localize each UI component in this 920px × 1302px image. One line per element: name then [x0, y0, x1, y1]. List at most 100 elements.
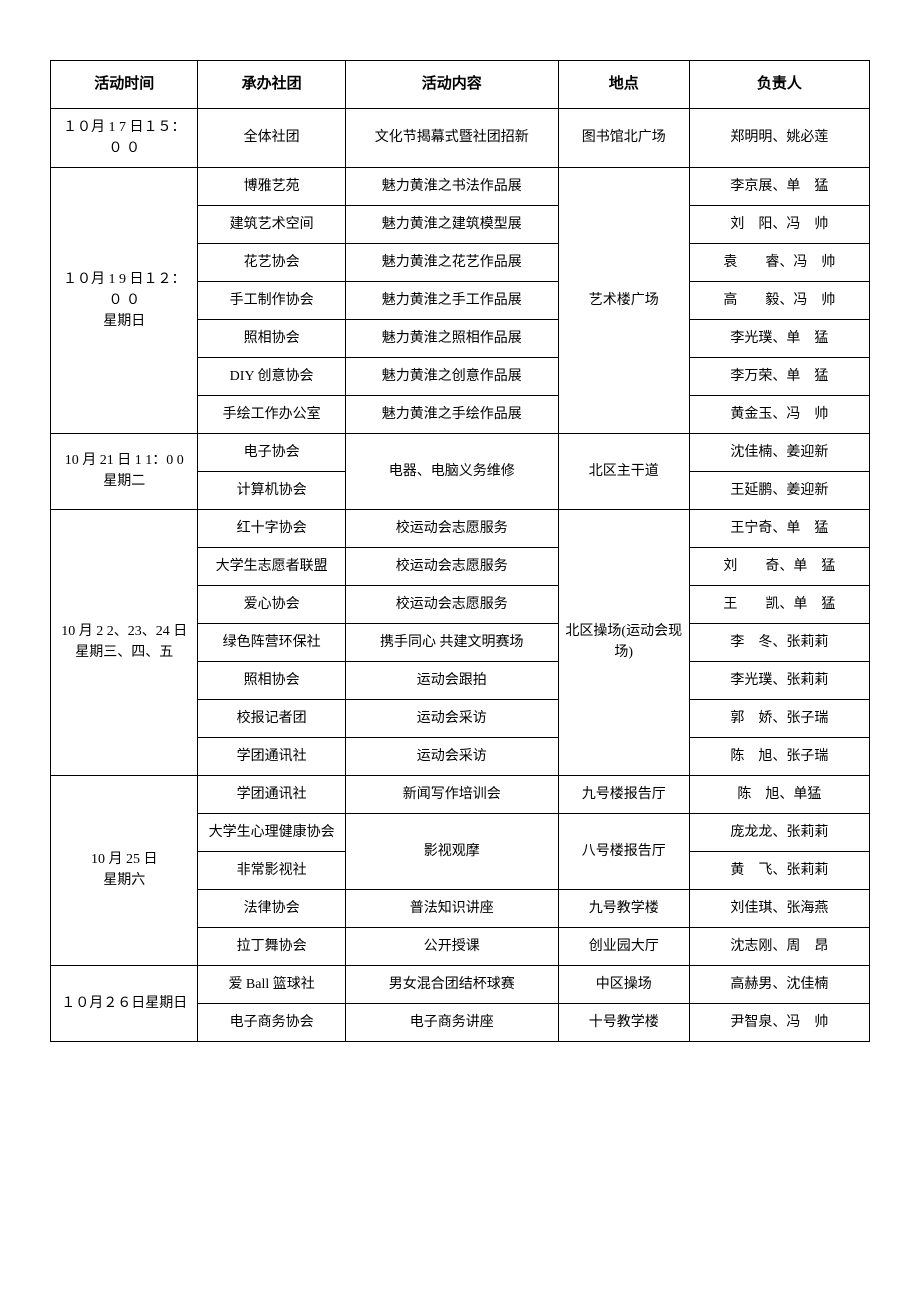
cell-person: 刘 阳、冯 帅 [689, 205, 869, 243]
cell-org: 花艺协会 [198, 243, 345, 281]
cell-time: 10 月 21 日 1 1：0 0 星期二 [51, 433, 198, 509]
table-body: １０月 1 7 日１５：０ ０ 全体社团 文化节揭幕式暨社团招新 图书馆北广场 … [51, 108, 870, 1041]
cell-person: 尹智泉、冯 帅 [689, 1003, 869, 1041]
cell-content: 电子商务讲座 [345, 1003, 558, 1041]
cell-content: 魅力黄淮之手绘作品展 [345, 395, 558, 433]
cell-org: 爱心协会 [198, 585, 345, 623]
cell-org: 爱 Ball 篮球社 [198, 965, 345, 1003]
cell-person: 郭 娇、张子瑞 [689, 699, 869, 737]
table-row: １０月２６日星期日 爱 Ball 篮球社 男女混合团结杯球赛 中区操场 高赫男、… [51, 965, 870, 1003]
cell-person: 高 毅、冯 帅 [689, 281, 869, 319]
cell-content: 魅力黄淮之书法作品展 [345, 167, 558, 205]
cell-org: 电子商务协会 [198, 1003, 345, 1041]
cell-location: 九号楼报告厅 [558, 775, 689, 813]
table-row: 10 月 25 日星期六 学团通讯社 新闻写作培训会 九号楼报告厅 陈 旭、单猛 [51, 775, 870, 813]
cell-org: 法律协会 [198, 889, 345, 927]
cell-person: 陈 旭、单猛 [689, 775, 869, 813]
cell-content: 公开授课 [345, 927, 558, 965]
cell-location: 图书馆北广场 [558, 108, 689, 167]
cell-person: 高赫男、沈佳楠 [689, 965, 869, 1003]
cell-location: 艺术楼广场 [558, 167, 689, 433]
cell-content: 校运动会志愿服务 [345, 509, 558, 547]
cell-content: 校运动会志愿服务 [345, 585, 558, 623]
cell-person: 王宁奇、单 猛 [689, 509, 869, 547]
cell-person: 刘佳琪、张海燕 [689, 889, 869, 927]
cell-location: 北区主干道 [558, 433, 689, 509]
cell-org: 建筑艺术空间 [198, 205, 345, 243]
cell-content: 影视观摩 [345, 813, 558, 889]
cell-org: 拉丁舞协会 [198, 927, 345, 965]
cell-person: 袁 睿、冯 帅 [689, 243, 869, 281]
table-header-row: 活动时间 承办社团 活动内容 地点 负责人 [51, 61, 870, 109]
cell-org: 学团通讯社 [198, 737, 345, 775]
cell-time: 10 月 2 2、23、24 日星期三、四、五 [51, 509, 198, 775]
cell-location: 创业园大厅 [558, 927, 689, 965]
cell-content: 男女混合团结杯球赛 [345, 965, 558, 1003]
cell-content: 携手同心 共建文明赛场 [345, 623, 558, 661]
cell-person: 李京展、单 猛 [689, 167, 869, 205]
cell-org: 博雅艺苑 [198, 167, 345, 205]
header-content: 活动内容 [345, 61, 558, 109]
cell-content: 魅力黄淮之花艺作品展 [345, 243, 558, 281]
cell-content: 文化节揭幕式暨社团招新 [345, 108, 558, 167]
table-row: １０月 1 7 日１５：０ ０ 全体社团 文化节揭幕式暨社团招新 图书馆北广场 … [51, 108, 870, 167]
cell-location: 九号教学楼 [558, 889, 689, 927]
cell-content: 运动会采访 [345, 699, 558, 737]
table-row: 10 月 21 日 1 1：0 0 星期二 电子协会 电器、电脑义务维修 北区主… [51, 433, 870, 471]
cell-person: 沈佳楠、姜迎新 [689, 433, 869, 471]
cell-time: １０月 1 9 日１２：０ ０星期日 [51, 167, 198, 433]
cell-content: 校运动会志愿服务 [345, 547, 558, 585]
cell-org: 手工制作协会 [198, 281, 345, 319]
cell-content: 魅力黄淮之手工作品展 [345, 281, 558, 319]
cell-time: １０月２６日星期日 [51, 965, 198, 1041]
cell-person: 黄金玉、冯 帅 [689, 395, 869, 433]
cell-person: 黄 飞、张莉莉 [689, 851, 869, 889]
cell-org: 非常影视社 [198, 851, 345, 889]
cell-org: DIY 创意协会 [198, 357, 345, 395]
header-time: 活动时间 [51, 61, 198, 109]
cell-person: 庞龙龙、张莉莉 [689, 813, 869, 851]
cell-person: 李光璞、单 猛 [689, 319, 869, 357]
schedule-table: 活动时间 承办社团 活动内容 地点 负责人 １０月 1 7 日１５：０ ０ 全体… [50, 60, 870, 1042]
cell-org: 计算机协会 [198, 471, 345, 509]
cell-content: 电器、电脑义务维修 [345, 433, 558, 509]
cell-org: 校报记者团 [198, 699, 345, 737]
cell-location: 北区操场(运动会现场) [558, 509, 689, 775]
cell-content: 普法知识讲座 [345, 889, 558, 927]
cell-person: 郑明明、姚必莲 [689, 108, 869, 167]
cell-org: 大学生志愿者联盟 [198, 547, 345, 585]
cell-org: 照相协会 [198, 661, 345, 699]
cell-content: 新闻写作培训会 [345, 775, 558, 813]
cell-location: 八号楼报告厅 [558, 813, 689, 889]
cell-time: １０月 1 7 日１５：０ ０ [51, 108, 198, 167]
cell-time: 10 月 25 日星期六 [51, 775, 198, 965]
header-org: 承办社团 [198, 61, 345, 109]
cell-content: 运动会采访 [345, 737, 558, 775]
header-location: 地点 [558, 61, 689, 109]
cell-org: 大学生心理健康协会 [198, 813, 345, 851]
cell-location: 中区操场 [558, 965, 689, 1003]
cell-content: 运动会跟拍 [345, 661, 558, 699]
cell-org: 绿色阵营环保社 [198, 623, 345, 661]
cell-person: 李万荣、单 猛 [689, 357, 869, 395]
cell-org: 全体社团 [198, 108, 345, 167]
cell-content: 魅力黄淮之创意作品展 [345, 357, 558, 395]
cell-org: 红十字协会 [198, 509, 345, 547]
cell-location: 十号教学楼 [558, 1003, 689, 1041]
cell-content: 魅力黄淮之照相作品展 [345, 319, 558, 357]
table-row: １０月 1 9 日１２：０ ０星期日 博雅艺苑 魅力黄淮之书法作品展 艺术楼广场… [51, 167, 870, 205]
cell-person: 李光璞、张莉莉 [689, 661, 869, 699]
cell-person: 沈志刚、周 昂 [689, 927, 869, 965]
header-person: 负责人 [689, 61, 869, 109]
cell-content: 魅力黄淮之建筑模型展 [345, 205, 558, 243]
cell-person: 王延鹏、姜迎新 [689, 471, 869, 509]
table-row: 10 月 2 2、23、24 日星期三、四、五 红十字协会 校运动会志愿服务 北… [51, 509, 870, 547]
cell-org: 电子协会 [198, 433, 345, 471]
cell-person: 王 凯、单 猛 [689, 585, 869, 623]
cell-person: 陈 旭、张子瑞 [689, 737, 869, 775]
cell-org: 手绘工作办公室 [198, 395, 345, 433]
cell-person: 李 冬、张莉莉 [689, 623, 869, 661]
cell-person: 刘 奇、单 猛 [689, 547, 869, 585]
cell-org: 学团通讯社 [198, 775, 345, 813]
cell-org: 照相协会 [198, 319, 345, 357]
